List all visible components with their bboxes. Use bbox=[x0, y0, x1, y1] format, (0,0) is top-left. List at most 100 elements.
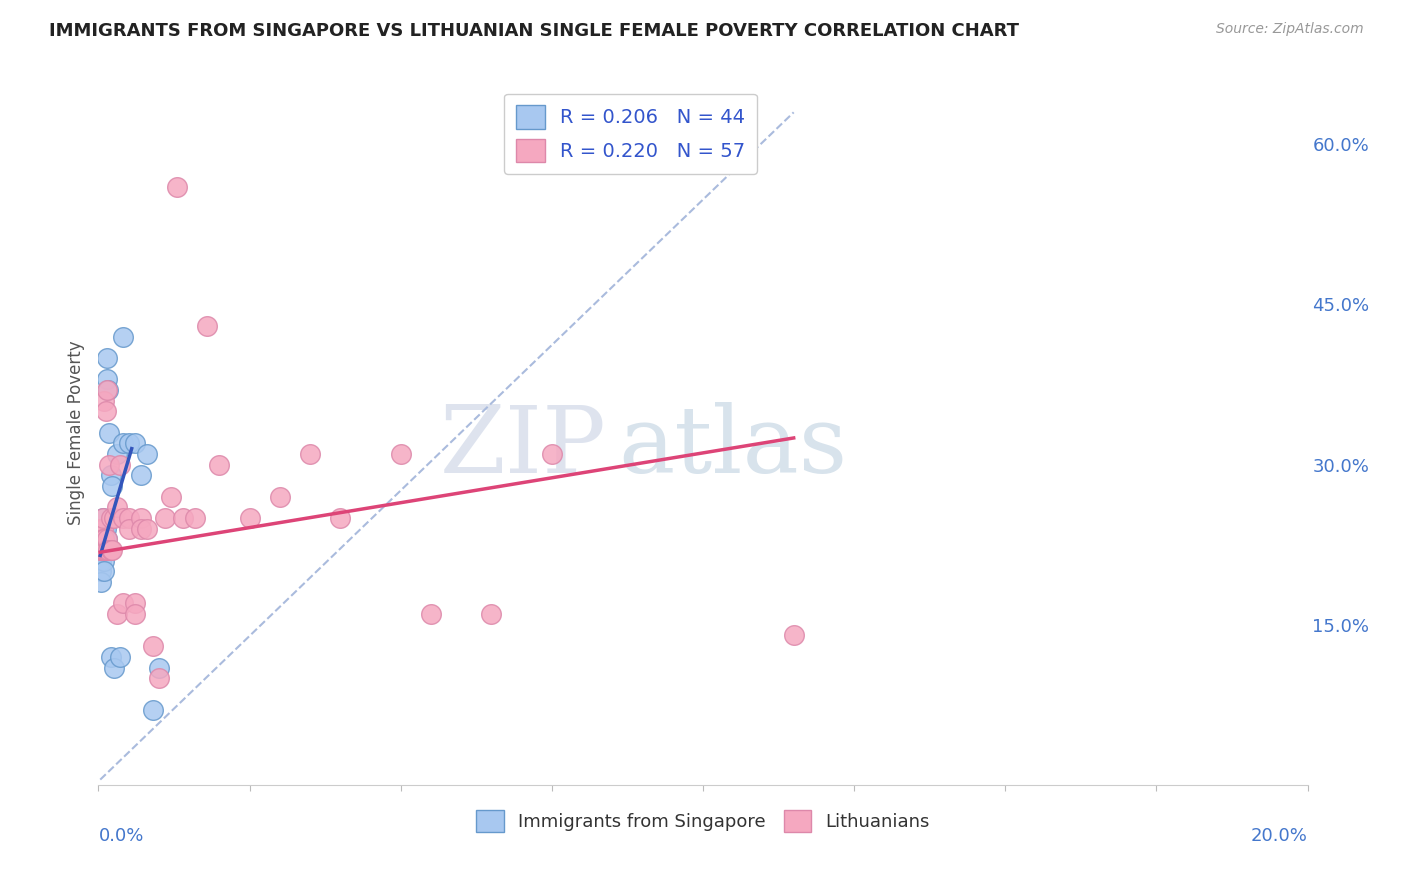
Point bbox=[111, 436, 134, 450]
Point bbox=[96, 351, 118, 365]
Point bbox=[91, 543, 114, 558]
Point bbox=[142, 639, 165, 653]
Point bbox=[93, 533, 115, 547]
Point bbox=[160, 490, 183, 504]
Point bbox=[96, 543, 118, 558]
Legend: Immigrants from Singapore, Lithuanians: Immigrants from Singapore, Lithuanians bbox=[470, 803, 936, 839]
Point bbox=[97, 543, 120, 558]
Point bbox=[111, 511, 134, 525]
Point bbox=[148, 671, 170, 685]
Point bbox=[142, 703, 165, 717]
Point bbox=[91, 543, 114, 558]
Text: ZIP: ZIP bbox=[440, 401, 606, 491]
Point bbox=[96, 533, 118, 547]
Point bbox=[108, 458, 131, 472]
Point bbox=[129, 468, 152, 483]
Point bbox=[124, 436, 146, 450]
Point bbox=[124, 607, 146, 621]
Point bbox=[93, 543, 115, 558]
Point bbox=[100, 649, 122, 664]
Point bbox=[269, 490, 291, 504]
Point bbox=[420, 607, 443, 621]
Point bbox=[172, 511, 194, 525]
Point bbox=[389, 447, 412, 461]
Point bbox=[184, 511, 207, 525]
Point bbox=[148, 660, 170, 674]
Point bbox=[96, 372, 118, 386]
Point bbox=[93, 533, 115, 547]
Point bbox=[103, 511, 125, 525]
Point bbox=[93, 543, 115, 558]
Point bbox=[129, 511, 152, 525]
Point bbox=[91, 511, 114, 525]
Point bbox=[111, 329, 134, 343]
Point bbox=[96, 533, 118, 547]
Point bbox=[89, 522, 111, 536]
Point bbox=[166, 180, 188, 194]
Point bbox=[93, 533, 115, 547]
Point bbox=[93, 565, 115, 579]
Text: 20.0%: 20.0% bbox=[1251, 827, 1308, 846]
Point bbox=[103, 660, 125, 674]
Point bbox=[90, 522, 112, 536]
Point bbox=[91, 533, 114, 547]
Point bbox=[540, 447, 562, 461]
Point bbox=[90, 533, 112, 547]
Point bbox=[93, 533, 115, 547]
Point bbox=[91, 543, 114, 558]
Text: 0.0%: 0.0% bbox=[98, 827, 143, 846]
Point bbox=[100, 479, 122, 493]
Point bbox=[93, 543, 115, 558]
Point bbox=[93, 393, 115, 408]
Point bbox=[97, 543, 120, 558]
Point bbox=[91, 533, 114, 547]
Point bbox=[90, 533, 112, 547]
Point bbox=[98, 425, 121, 440]
Point bbox=[129, 522, 152, 536]
Point bbox=[111, 597, 134, 611]
Point bbox=[100, 468, 122, 483]
Point bbox=[481, 607, 503, 621]
Point bbox=[98, 458, 121, 472]
Point bbox=[91, 533, 114, 547]
Point bbox=[93, 554, 115, 568]
Point bbox=[105, 500, 128, 515]
Point bbox=[208, 458, 231, 472]
Point bbox=[783, 628, 806, 642]
Point bbox=[90, 543, 112, 558]
Point bbox=[94, 533, 117, 547]
Point bbox=[94, 543, 117, 558]
Point bbox=[124, 597, 146, 611]
Point bbox=[94, 543, 117, 558]
Point bbox=[96, 383, 118, 397]
Point bbox=[118, 522, 141, 536]
Point bbox=[100, 543, 122, 558]
Point bbox=[91, 511, 114, 525]
Point bbox=[96, 543, 118, 558]
Point bbox=[118, 511, 141, 525]
Point bbox=[118, 436, 141, 450]
Point bbox=[96, 533, 118, 547]
Point bbox=[195, 318, 218, 333]
Point bbox=[91, 543, 114, 558]
Point bbox=[94, 404, 117, 418]
Point bbox=[90, 565, 112, 579]
Text: IMMIGRANTS FROM SINGAPORE VS LITHUANIAN SINGLE FEMALE POVERTY CORRELATION CHART: IMMIGRANTS FROM SINGAPORE VS LITHUANIAN … bbox=[49, 22, 1019, 40]
Y-axis label: Single Female Poverty: Single Female Poverty bbox=[66, 341, 84, 524]
Point bbox=[90, 543, 112, 558]
Point bbox=[105, 447, 128, 461]
Point bbox=[108, 649, 131, 664]
Point bbox=[93, 522, 115, 536]
Point bbox=[135, 522, 157, 536]
Point bbox=[299, 447, 322, 461]
Point bbox=[91, 543, 114, 558]
Point bbox=[90, 543, 112, 558]
Point bbox=[329, 511, 352, 525]
Point bbox=[91, 522, 114, 536]
Point bbox=[91, 522, 114, 536]
Point bbox=[239, 511, 262, 525]
Point bbox=[135, 447, 157, 461]
Text: atlas: atlas bbox=[619, 401, 848, 491]
Point bbox=[100, 543, 122, 558]
Text: Source: ZipAtlas.com: Source: ZipAtlas.com bbox=[1216, 22, 1364, 37]
